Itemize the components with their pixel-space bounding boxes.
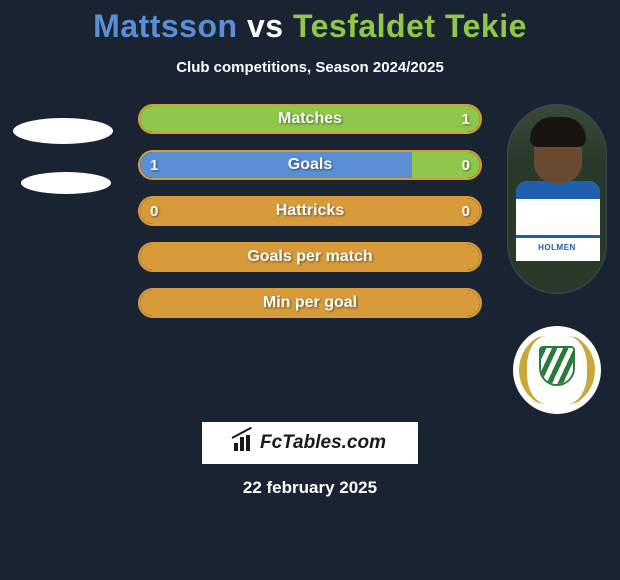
player1-column [8,104,118,294]
stat-label: Goals per match [140,248,480,266]
player1-silhouette [13,104,113,294]
stat-row: Matches1 [138,104,482,134]
footer-brand-wrap: FcTables.com [0,422,620,464]
stat-row: 1Goals0 [138,150,482,180]
stat-label: Min per goal [140,294,480,312]
player1-name: Mattsson [93,8,237,44]
stat-value-right: 0 [462,203,470,220]
comparison-area: HOLMEN Matches11Goals00Hattricks0Goals p… [0,104,620,424]
stat-value-right: 1 [462,111,470,128]
jersey-sponsor: HOLMEN [508,243,606,252]
stat-label: Hattricks [140,202,480,220]
stat-label: Goals [140,156,480,174]
stat-row: 0Hattricks0 [138,196,482,226]
stat-label: Matches [140,110,480,128]
footer-brand: FcTables.com [202,422,418,464]
badge-stripes [541,348,573,384]
player2-club-badge [513,326,601,414]
player2-column: HOLMEN [502,104,612,414]
footer-date: 22 february 2025 [0,478,620,498]
stat-row: Min per goal [138,288,482,318]
badge-inner [519,332,595,408]
vs-separator: vs [247,8,284,44]
silhouette-body [21,172,111,194]
page-title: Mattsson vs Tesfaldet Tekie [0,0,620,45]
player2-photo: HOLMEN [507,104,607,294]
player2-hair [530,117,586,147]
player2-name: Tesfaldet Tekie [293,8,527,44]
bars-icon [234,435,254,451]
comparison-infographic: Mattsson vs Tesfaldet Tekie Club competi… [0,0,620,580]
jersey-stripe-top [516,181,600,199]
trend-line-icon [232,427,252,439]
stat-value-right: 0 [462,157,470,174]
brand-text: FcTables.com [260,432,386,454]
stat-bars: Matches11Goals00Hattricks0Goals per matc… [138,104,482,334]
jersey-stripe-mid [516,235,600,238]
subtitle: Club competitions, Season 2024/2025 [0,59,620,76]
stat-row: Goals per match [138,242,482,272]
badge-shield-icon [539,346,575,386]
silhouette-head [13,118,113,144]
